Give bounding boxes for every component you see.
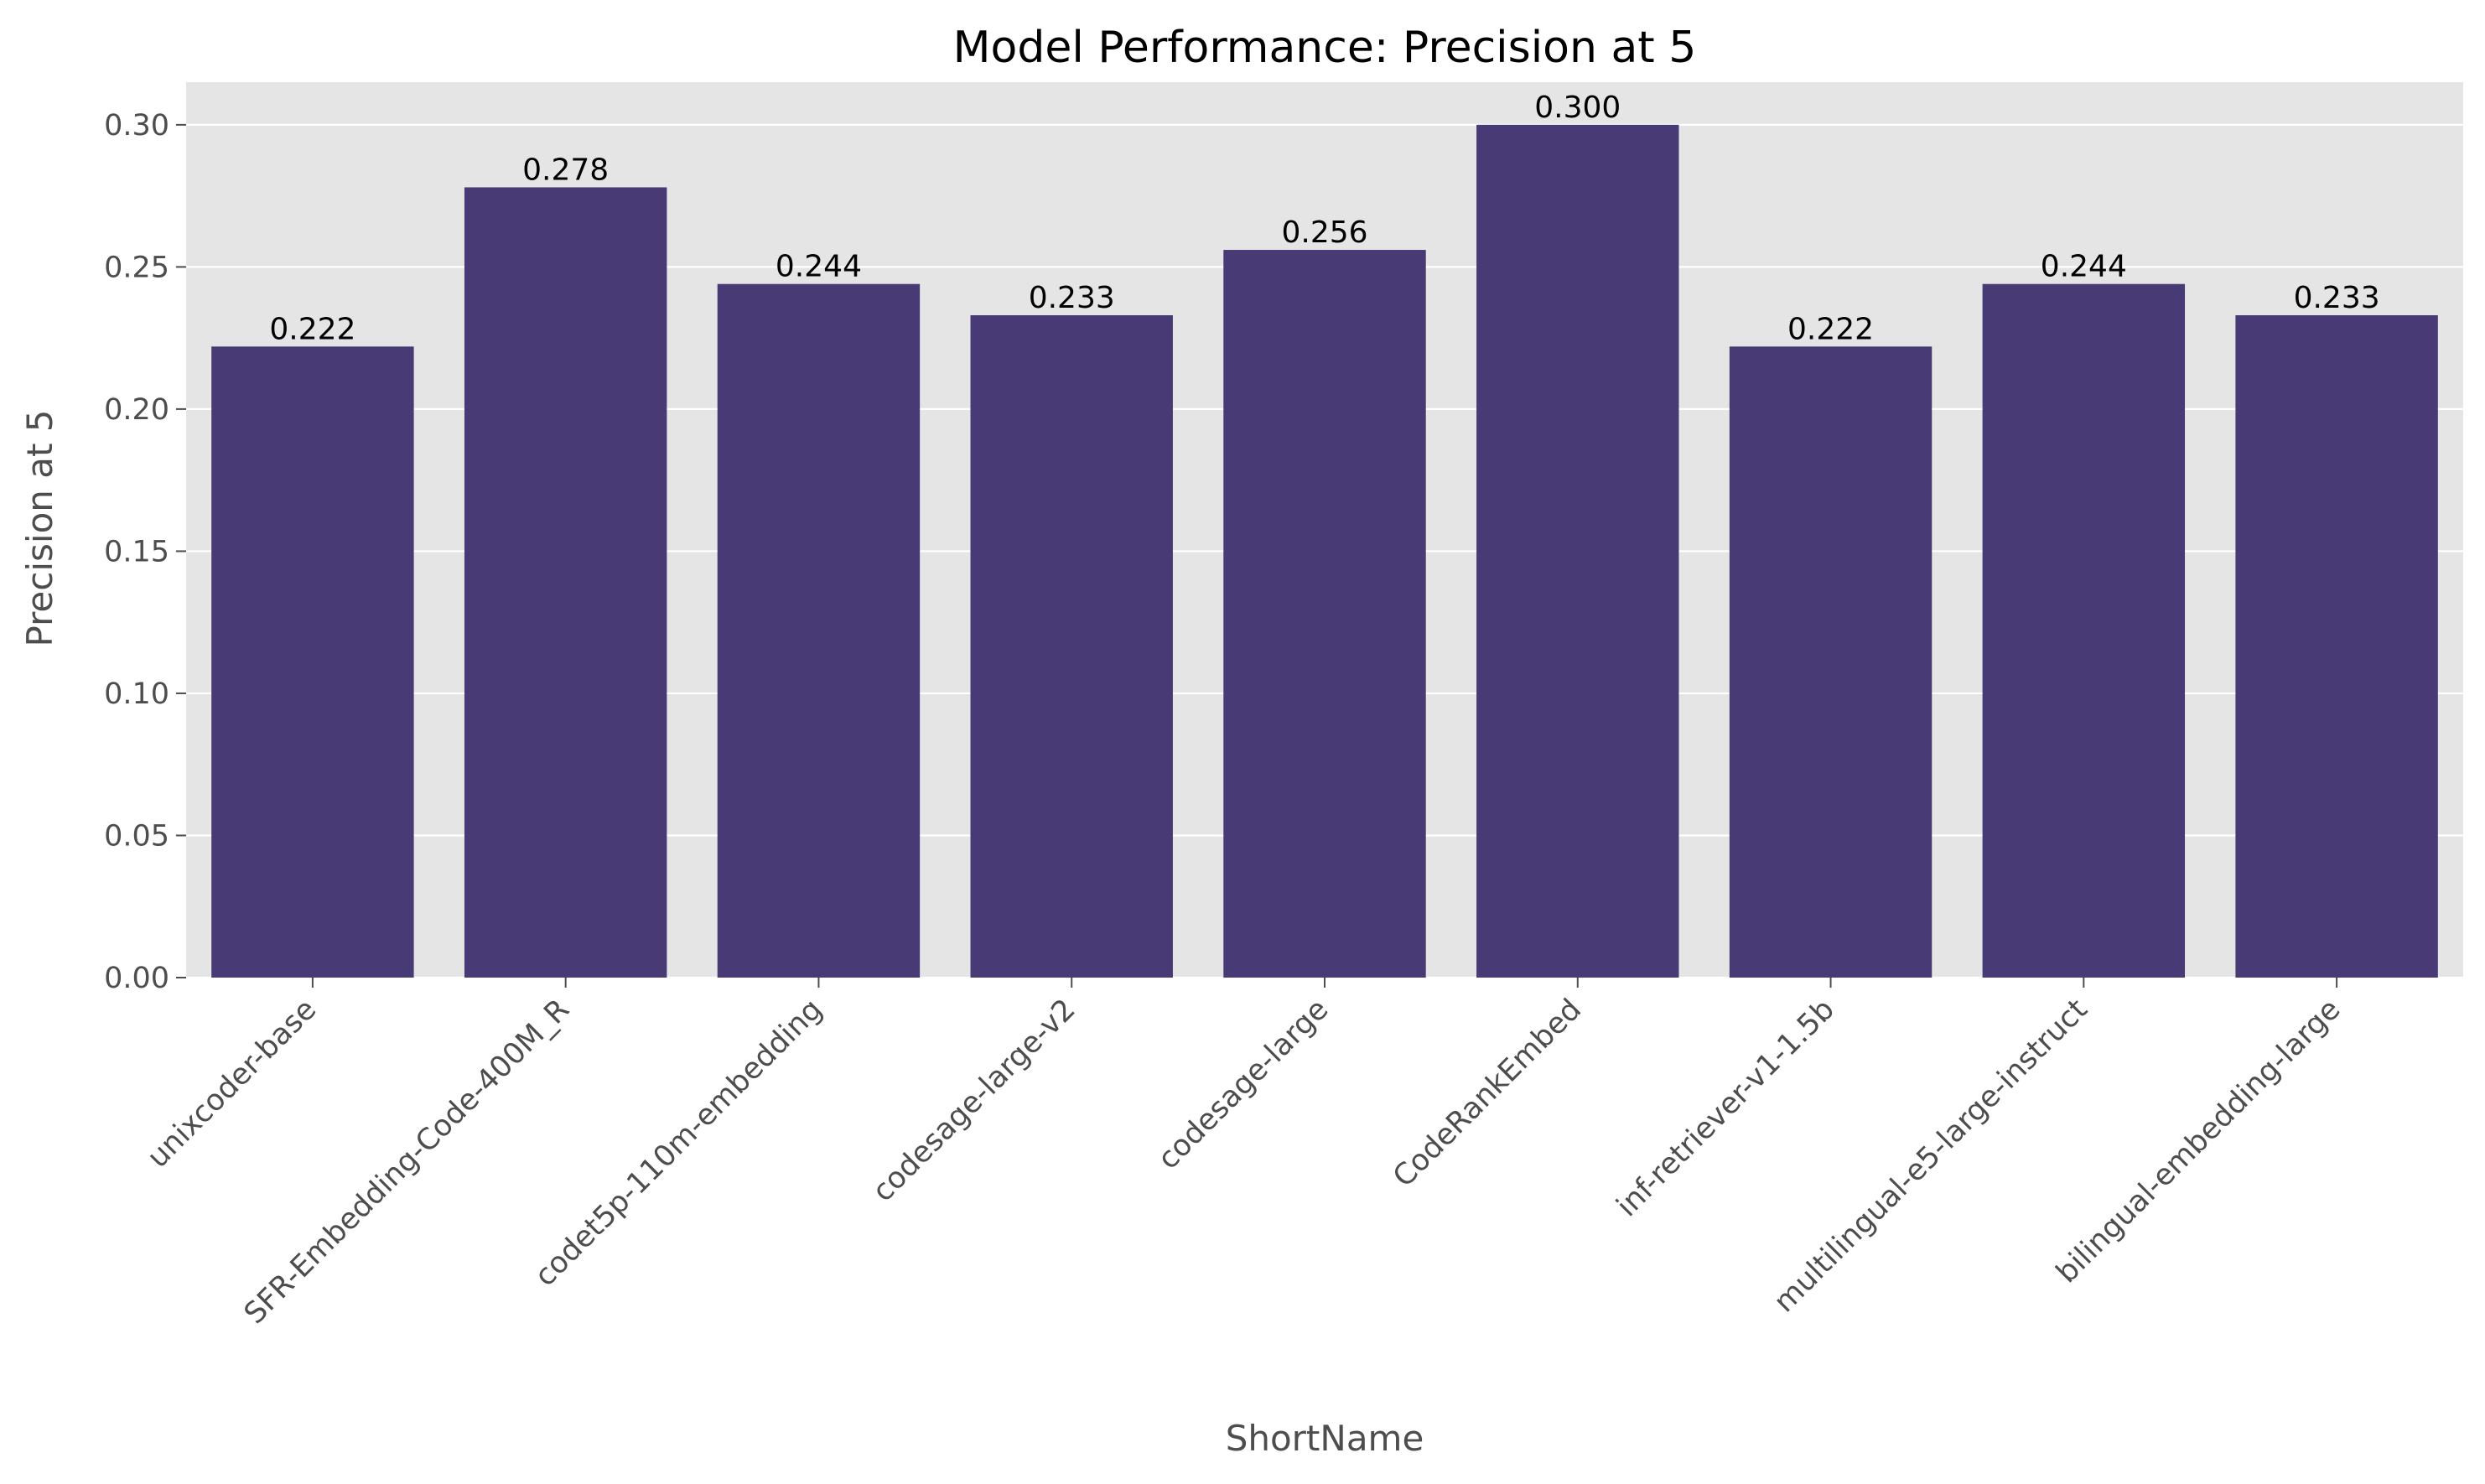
- bar-value-label: 0.278: [522, 153, 609, 187]
- bar: [2235, 315, 2438, 978]
- bar-value-label: 0.233: [1029, 281, 1115, 315]
- bar-value-label: 0.256: [1281, 215, 1367, 250]
- x-category-label: codesage-large-v2: [866, 993, 1082, 1208]
- bar: [1223, 250, 1426, 978]
- bar-value-label: 0.300: [1534, 91, 1621, 125]
- bar-value-label: 0.244: [776, 250, 862, 284]
- x-category-label: unixcoder-base: [141, 993, 323, 1175]
- bar: [1982, 283, 2186, 978]
- bar: [1729, 346, 1932, 978]
- data-labels: 0.222 0.278 0.244 0.233 0.256 0.300 0.222 0.244…: [269, 91, 2379, 346]
- y-tick-label: 0.20: [104, 393, 169, 427]
- chart-title: Model Performance: Precision at 5: [953, 23, 1697, 73]
- x-category-label: codesage-large: [1152, 993, 1336, 1176]
- y-tick-label: 0.00: [104, 962, 169, 995]
- y-tick-label: 0.10: [104, 677, 169, 711]
- x-axis: unixcoder-baseSFR-Embedding-Code-400M_Rc…: [141, 978, 2347, 1331]
- bars: [211, 124, 2438, 978]
- bar: [970, 315, 1173, 978]
- bar-value-label: 0.222: [1787, 312, 1874, 346]
- bar-value-label: 0.244: [2041, 250, 2127, 284]
- x-category-label: inf-retriever-v1-1.5b: [1611, 993, 1841, 1223]
- y-axis-title: Precision at 5: [19, 409, 60, 646]
- y-tick-label: 0.30: [104, 109, 169, 143]
- x-category-label: multilingual-e5-large-instruct: [1767, 993, 2093, 1319]
- bar: [211, 346, 414, 978]
- x-category-label: codet5p-110m-embedding: [529, 993, 829, 1293]
- y-tick-label: 0.15: [104, 535, 169, 568]
- x-axis-title: ShortName: [1226, 1418, 1424, 1459]
- bar: [1476, 124, 1679, 978]
- x-category-label: bilingual-embedding-large: [2050, 993, 2347, 1289]
- bar-value-label: 0.233: [2294, 281, 2380, 315]
- bar: [464, 187, 667, 978]
- x-category-label: CodeRankEmbed: [1387, 993, 1588, 1194]
- bar: [717, 283, 921, 978]
- bar-value-label: 0.222: [269, 312, 355, 346]
- y-tick-label: 0.05: [104, 819, 169, 853]
- y-tick-label: 0.25: [104, 251, 169, 284]
- y-axis: 0.00 0.05 0.10 0.15 0.20 0.25 0.30: [104, 109, 186, 995]
